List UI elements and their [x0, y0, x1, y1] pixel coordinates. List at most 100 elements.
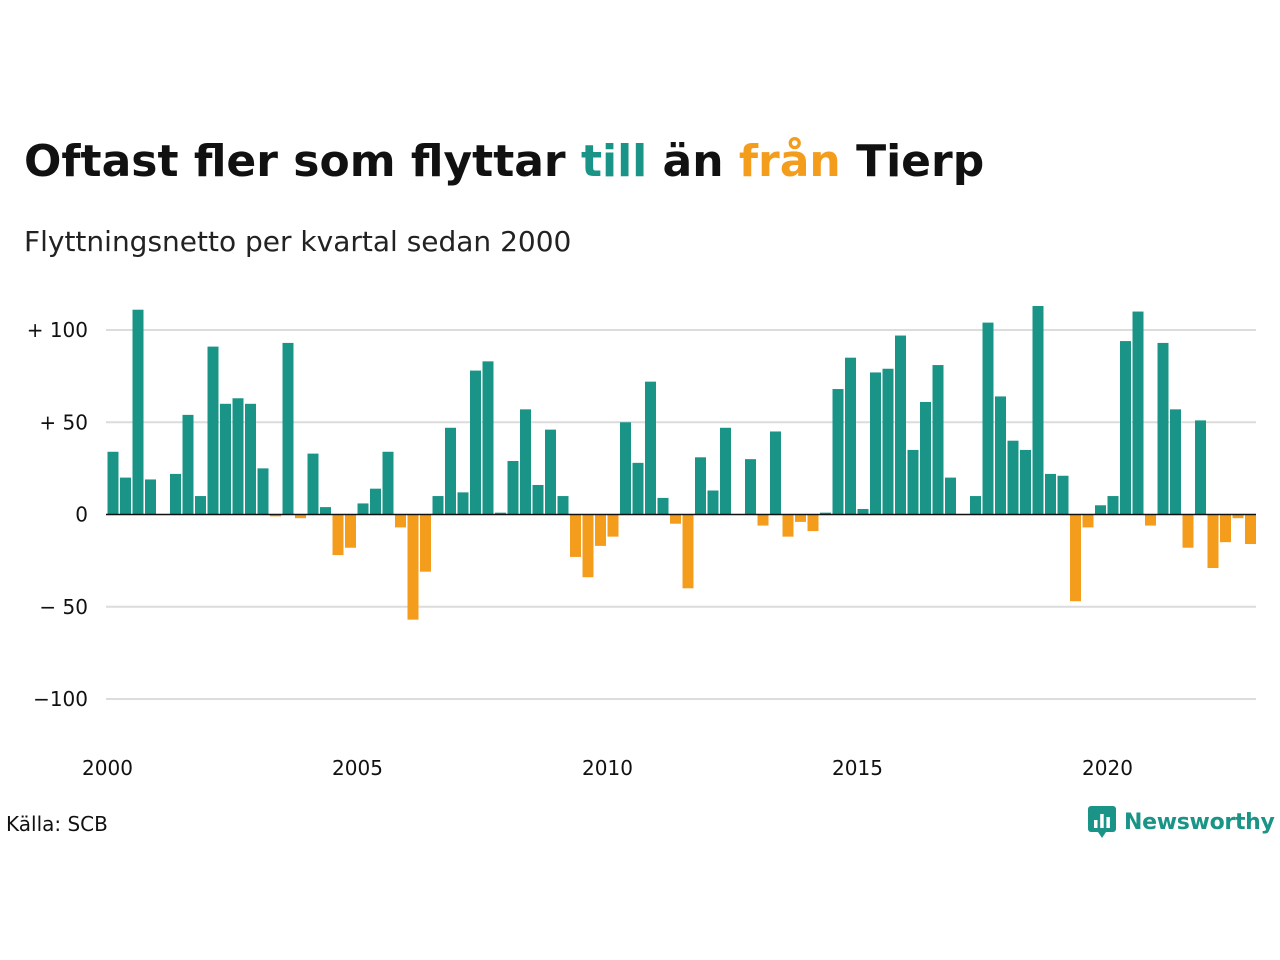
bar-2010-q1	[607, 514, 619, 537]
bar-2008-q3	[532, 484, 544, 515]
bar-2021-q1	[1157, 342, 1169, 515]
bar-2016-q2	[920, 401, 931, 515]
bar-2007-q4	[495, 512, 506, 515]
bar-2019-q4	[1095, 505, 1106, 515]
bar-2019-q3	[1082, 514, 1094, 528]
bar-2014-q4	[845, 357, 856, 515]
x-tick-label: 2000	[82, 756, 133, 780]
title-middle: än	[647, 136, 739, 187]
bar-2004-q3	[332, 514, 344, 556]
bar-2012-q1	[707, 490, 719, 515]
brand-name: Newsworthy	[1124, 809, 1275, 835]
x-tick-label: 2010	[582, 756, 633, 780]
bar-2005-q1	[357, 503, 369, 515]
bar-2021-q4	[1195, 420, 1206, 515]
grid-lines	[106, 329, 1256, 700]
bar-2013-q1	[757, 514, 769, 526]
bar-2019-q2	[1070, 514, 1081, 602]
bar-2016-q3	[932, 365, 944, 515]
bar-2005-q4	[395, 514, 406, 528]
title-highlight-negative: från	[738, 136, 841, 187]
y-tick-label: + 100	[27, 318, 88, 342]
bar-2006-q3	[432, 496, 444, 515]
bar-2022-q2	[1220, 514, 1231, 543]
bar-2017-q3	[982, 322, 994, 515]
bar-2001-q2	[170, 473, 181, 515]
bar-2000-q4	[145, 479, 156, 515]
bar-2014-q3	[832, 389, 844, 515]
bar-2013-q3	[782, 514, 794, 537]
bar-2016-q1	[907, 449, 919, 515]
bar-2001-q3	[182, 414, 194, 515]
bar-2020-q4	[1145, 514, 1156, 526]
bar-2008-q1	[507, 460, 519, 515]
bar-2013-q2	[770, 431, 781, 515]
bar-2016-q4	[945, 477, 956, 515]
bar-2003-q4	[295, 514, 306, 519]
bar-2013-q4	[795, 514, 806, 522]
bar-chart: + 100 + 50 0 − 50 −100 2000 2005 2010 2015 2020	[27, 306, 1256, 780]
bar-2006-q4	[445, 427, 456, 515]
bar-2007-q3	[482, 361, 494, 515]
bar-2015-q1	[857, 508, 869, 515]
bar-2002-q4	[245, 403, 256, 515]
bar-2010-q4	[645, 381, 656, 515]
bar-2015-q3	[882, 368, 894, 515]
bar-2000-q2	[120, 477, 131, 515]
bar-2008-q4	[545, 429, 556, 515]
bar-2002-q3	[232, 398, 244, 515]
bar-2011-q1	[657, 497, 669, 515]
bar-2000-q1	[107, 451, 119, 515]
bar-2009-q1	[557, 496, 569, 515]
chart-title: Oftast fler som flyttar till än från Tie…	[24, 132, 984, 192]
bar-2006-q2	[420, 514, 431, 572]
bar-2018-q4	[1045, 473, 1056, 515]
brand-logo: Newsworthy	[1088, 804, 1275, 840]
x-axis-labels: 2000 2005 2010 2015 2020	[82, 756, 1133, 780]
title-suffix: Tierp	[840, 136, 985, 187]
y-tick-label: + 50	[39, 410, 88, 434]
bar-2015-q4	[895, 335, 906, 515]
bar-2018-q2	[1020, 449, 1031, 515]
chart-subtitle: Flyttningsnetto per kvartal sedan 2000	[24, 225, 572, 258]
bar-2010-q3	[632, 462, 644, 515]
title-prefix: Oftast fler som flyttar	[24, 136, 581, 187]
bar-2011-q2	[670, 514, 681, 524]
bar-2009-q2	[570, 514, 581, 557]
bar-2006-q1	[407, 514, 419, 620]
bar-2010-q2	[620, 422, 631, 515]
bar-2007-q2	[470, 370, 481, 515]
bar-2007-q1	[457, 492, 469, 515]
bar-2004-q2	[320, 507, 331, 515]
bar-2018-q3	[1032, 306, 1044, 515]
bar-2005-q2	[370, 488, 381, 515]
bar-2017-q2	[970, 496, 981, 515]
bar-2005-q3	[382, 451, 394, 515]
bar-2012-q2	[720, 427, 731, 515]
bar-2021-q3	[1182, 514, 1194, 548]
bar-2022-q1	[1207, 514, 1219, 569]
bar-2020-q1	[1107, 496, 1119, 515]
newsworthy-logo-icon	[1088, 806, 1116, 838]
bar-2018-q1	[1007, 440, 1019, 515]
bar-2008-q2	[520, 409, 531, 515]
bar-2022-q4	[1245, 514, 1256, 545]
title-highlight-positive: till	[580, 136, 648, 187]
bar-2003-q3	[282, 342, 294, 515]
bar-2002-q1	[207, 346, 219, 515]
bar-2000-q3	[132, 309, 144, 515]
bar-2001-q4	[195, 496, 206, 515]
bar-2020-q3	[1132, 311, 1144, 515]
bar-2004-q4	[345, 514, 356, 548]
bar-2004-q1	[307, 453, 319, 515]
bar-2019-q1	[1057, 475, 1069, 515]
bar-2014-q1	[807, 514, 819, 532]
bar-2022-q3	[1232, 514, 1244, 519]
bar-2017-q4	[995, 396, 1006, 515]
bar-2003-q2	[270, 514, 281, 517]
x-tick-label: 2020	[1082, 756, 1133, 780]
x-tick-label: 2005	[332, 756, 383, 780]
y-tick-label: 0	[75, 503, 88, 527]
bar-2009-q4	[595, 514, 606, 546]
x-tick-label: 2015	[832, 756, 883, 780]
